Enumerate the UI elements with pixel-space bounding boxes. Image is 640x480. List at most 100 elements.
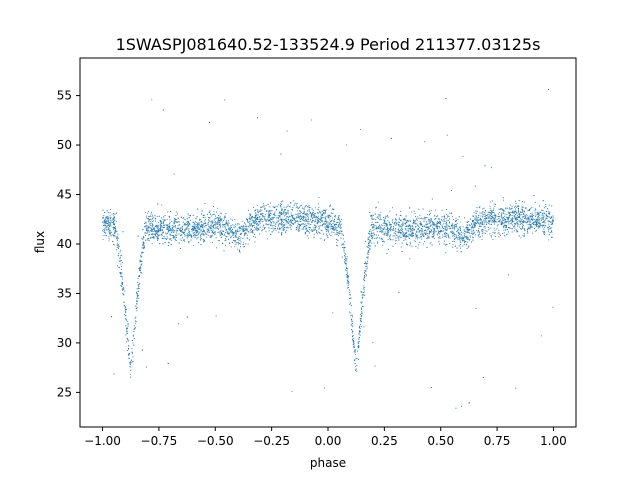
data-point — [373, 218, 375, 220]
data-point — [467, 228, 469, 230]
data-point — [183, 240, 185, 242]
data-point — [300, 211, 302, 213]
data-point — [414, 240, 416, 243]
data-point — [199, 237, 201, 239]
data-point — [505, 216, 507, 218]
data-point — [344, 259, 346, 261]
data-point — [169, 219, 171, 221]
data-point — [417, 237, 419, 239]
data-point — [144, 212, 147, 214]
data-point — [230, 227, 232, 229]
data-point — [265, 231, 267, 233]
data-point — [531, 226, 533, 228]
data-point — [307, 206, 310, 208]
data-point — [484, 215, 486, 218]
data-point — [487, 216, 489, 218]
data-point — [222, 226, 224, 228]
data-point — [446, 216, 448, 218]
data-point — [148, 231, 150, 233]
data-point — [222, 230, 224, 232]
data-point — [180, 234, 182, 236]
data-point — [535, 215, 537, 217]
data-point — [341, 223, 343, 225]
data-point — [330, 212, 332, 214]
data-point — [529, 221, 531, 224]
data-point — [439, 233, 441, 235]
data-point — [538, 212, 540, 214]
data-point — [464, 230, 466, 232]
data-point — [312, 230, 314, 232]
data-point — [511, 231, 513, 233]
data-point — [359, 325, 361, 327]
data-point — [219, 227, 221, 229]
data-point — [204, 216, 206, 218]
data-point — [477, 234, 479, 236]
data-point — [125, 310, 127, 312]
data-point — [131, 353, 133, 355]
data-point — [400, 210, 402, 212]
data-point — [487, 222, 489, 224]
data-point — [252, 229, 254, 232]
data-point — [350, 305, 352, 307]
data-point — [548, 220, 550, 222]
data-point — [314, 220, 317, 222]
data-point — [296, 210, 298, 212]
data-point — [467, 246, 470, 248]
data-point — [405, 232, 407, 235]
data-point — [138, 268, 140, 270]
data-point — [441, 209, 443, 211]
data-point — [137, 284, 139, 286]
data-point — [508, 212, 510, 214]
data-point — [219, 231, 221, 233]
data-point — [211, 227, 213, 229]
data-point — [379, 217, 381, 219]
data-point — [490, 212, 492, 214]
data-point — [211, 241, 213, 244]
data-point — [414, 221, 416, 223]
data-point — [283, 228, 285, 230]
data-point — [457, 229, 459, 231]
data-point — [225, 222, 227, 224]
data-point — [367, 236, 369, 239]
data-point — [524, 230, 526, 232]
data-point — [248, 218, 250, 220]
data-point — [180, 216, 182, 218]
data-point — [333, 228, 335, 230]
data-point — [257, 229, 259, 231]
data-point — [291, 390, 293, 392]
chart-title: 1SWASPJ081640.52-133524.9 Period 211377.… — [116, 35, 541, 54]
data-point — [452, 246, 454, 248]
data-point — [206, 233, 208, 236]
data-point — [391, 229, 394, 231]
data-point — [279, 212, 282, 214]
data-point — [161, 228, 164, 231]
data-point — [314, 212, 317, 215]
data-point — [117, 237, 119, 239]
data-point — [320, 221, 322, 224]
data-point — [279, 211, 281, 213]
data-point — [376, 216, 378, 219]
data-point — [281, 233, 283, 235]
data-point — [321, 225, 323, 227]
data-point — [377, 242, 379, 244]
data-point — [446, 236, 448, 238]
data-point — [530, 212, 532, 214]
data-point — [170, 231, 173, 233]
data-point — [230, 236, 232, 238]
data-point — [353, 337, 355, 340]
data-point — [409, 224, 411, 226]
data-point — [402, 224, 404, 226]
data-point — [494, 220, 497, 223]
data-point — [305, 214, 308, 216]
data-point — [473, 232, 475, 234]
data-point — [198, 223, 201, 225]
data-point — [441, 236, 443, 238]
data-point — [173, 231, 175, 234]
data-point — [141, 349, 143, 351]
data-point — [473, 226, 476, 228]
data-point — [253, 226, 256, 228]
data-point — [205, 225, 207, 227]
data-point — [507, 274, 510, 276]
data-point — [535, 219, 538, 221]
data-point — [135, 316, 137, 318]
